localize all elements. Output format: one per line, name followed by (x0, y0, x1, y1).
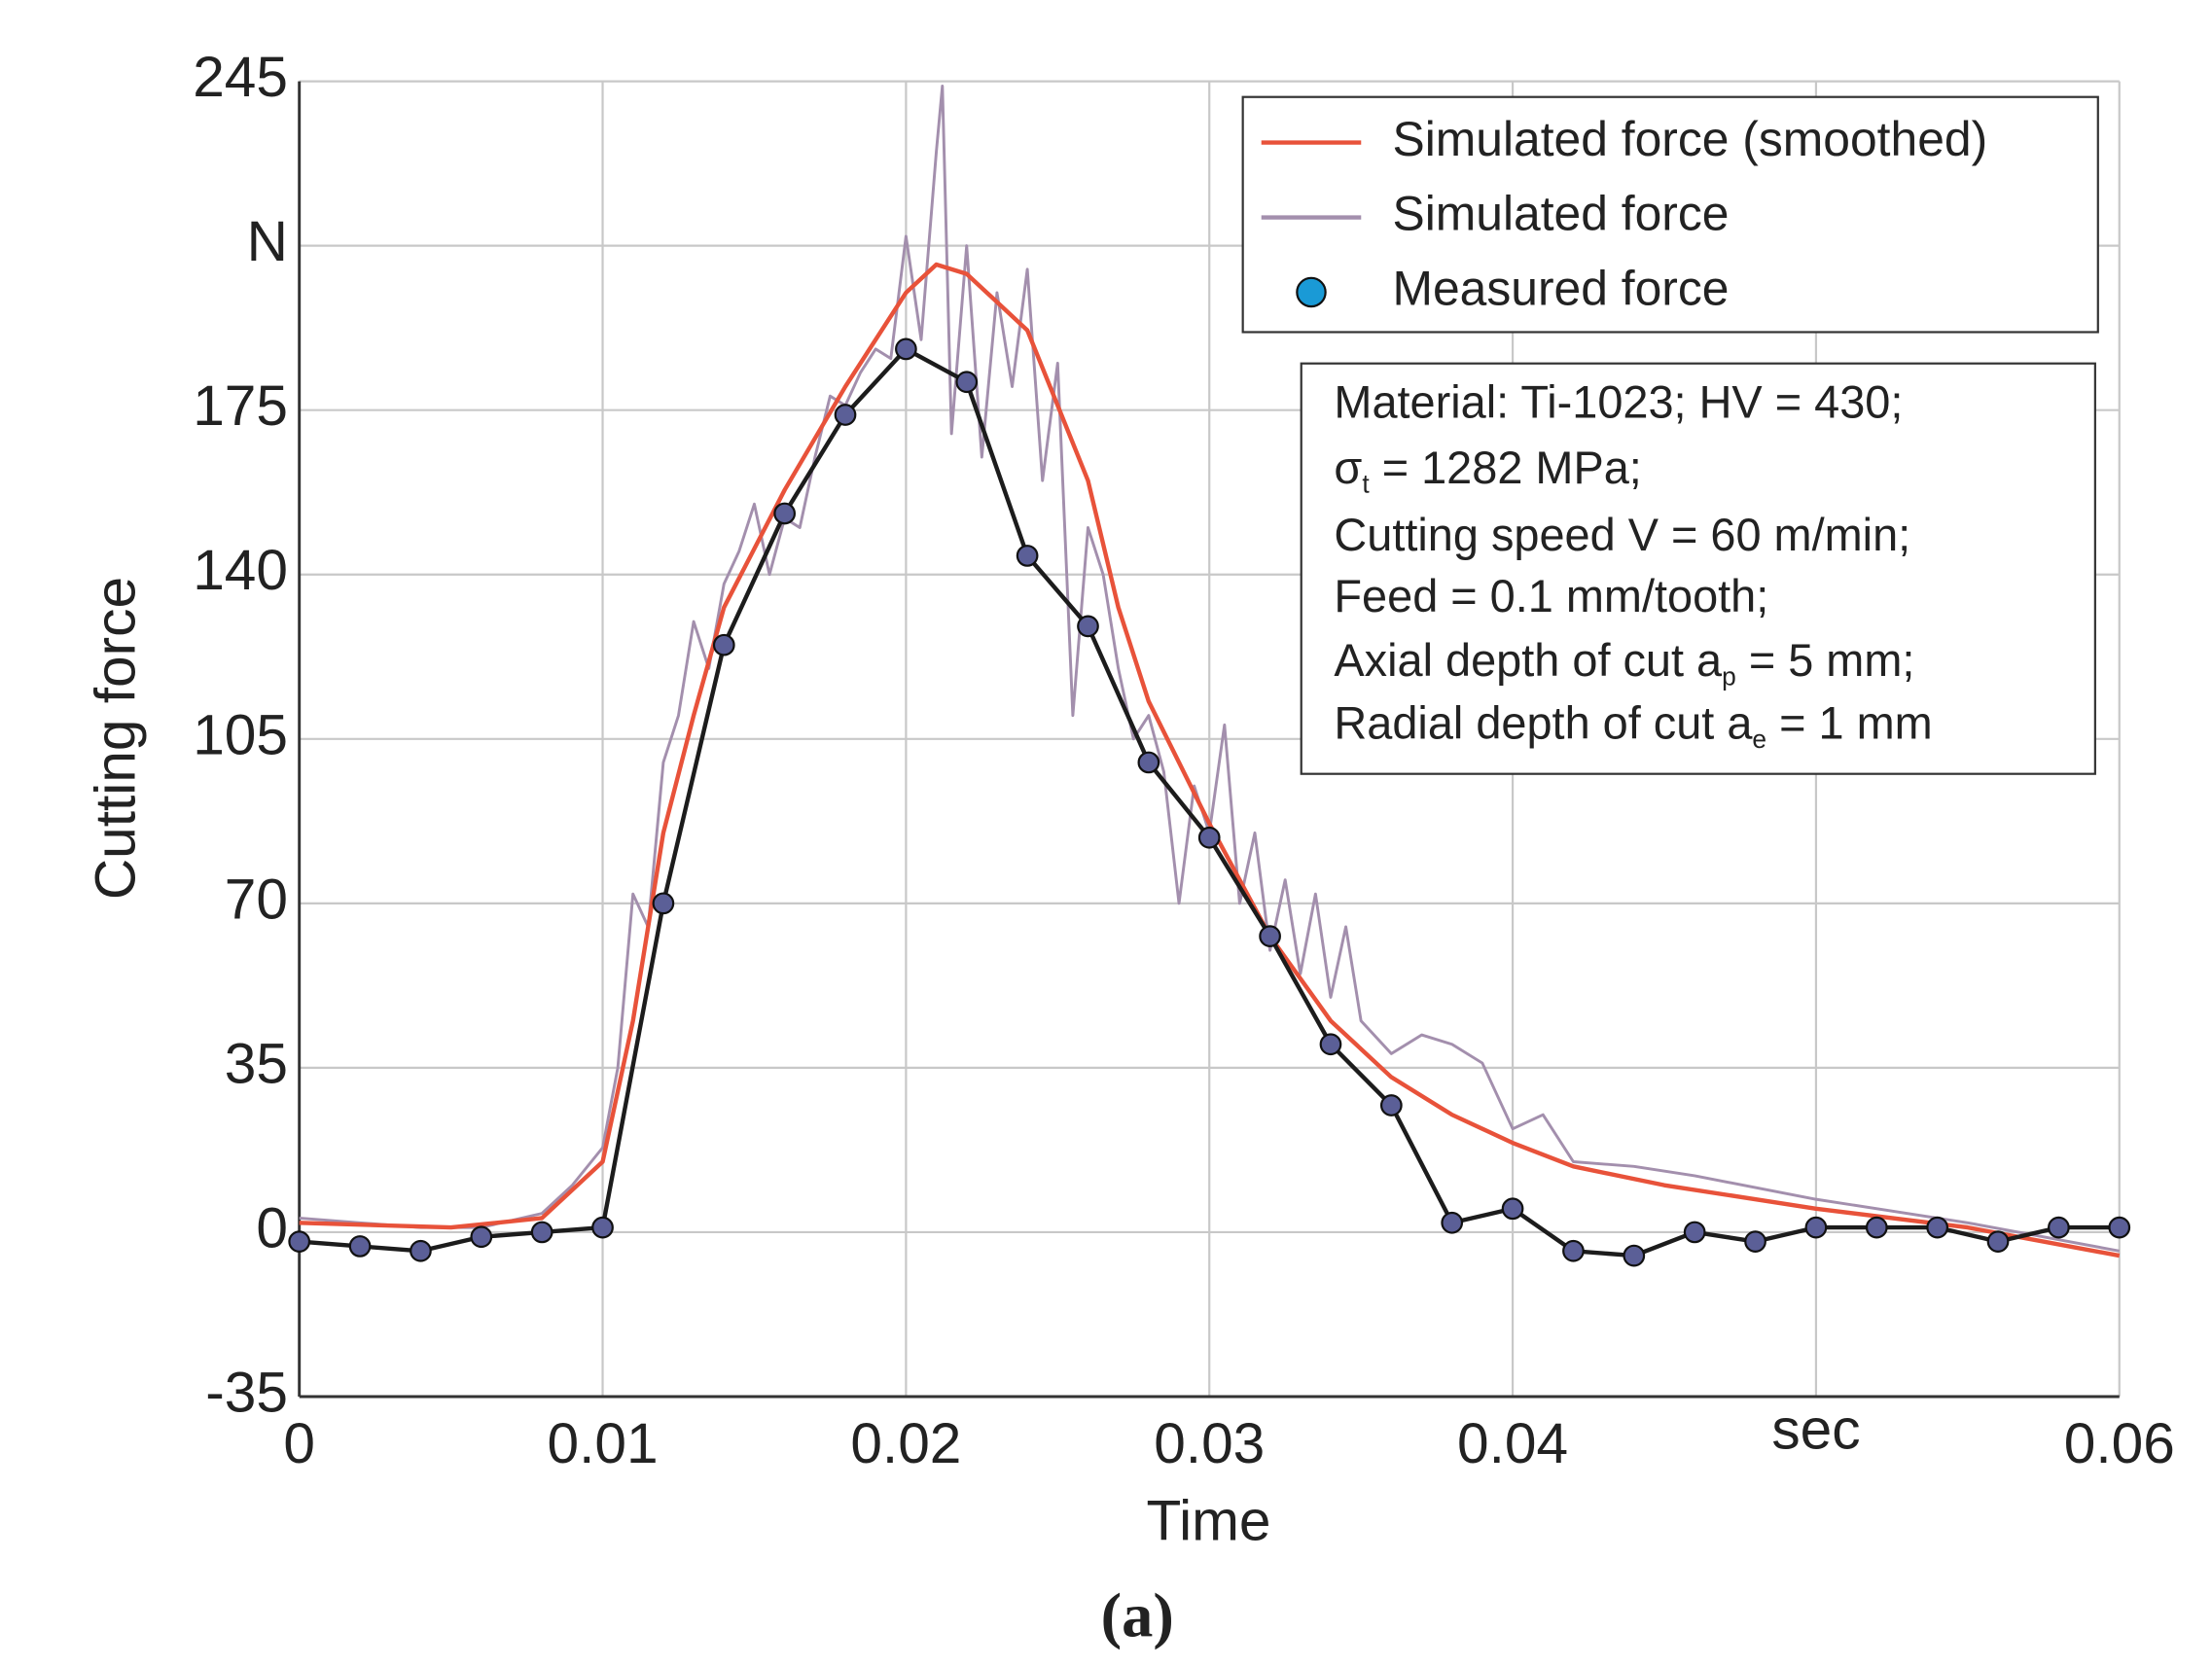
data-point (1865, 1216, 1888, 1239)
x-axis-label: Time (1146, 1489, 1270, 1552)
data-point (591, 1216, 614, 1239)
annotation-box (1300, 362, 2096, 775)
legend-label: Simulated force (smoothed) (1393, 112, 1988, 166)
data-point (834, 404, 857, 426)
annotation-text: = 5 mm; (1736, 635, 1915, 686)
annotation-line: Cutting speed V = 60 m/min; (1334, 510, 1910, 560)
annotation-text: Cutting speed V = 60 m/min; (1334, 510, 1910, 560)
data-point (1441, 1211, 1464, 1234)
y-tick-label: 0 (256, 1196, 288, 1259)
data-point (2048, 1216, 2070, 1239)
data-point (1623, 1244, 1646, 1267)
legend-label: Measured force (1393, 262, 1730, 316)
y-tick-label: 105 (193, 703, 288, 766)
y-tick-label: 70 (225, 868, 288, 931)
x-tick-label: 0.02 (850, 1412, 961, 1475)
annotation-text: Radial depth of cut a (1334, 698, 1753, 749)
legend-marker (1296, 276, 1327, 308)
data-point (1744, 1230, 1766, 1253)
x-tick-label: 0.01 (548, 1412, 659, 1475)
annotation-line: σt = 1282 MPa; (1334, 443, 1641, 498)
x-tick-label: 0.06 (2064, 1412, 2175, 1475)
x-tick-label: 0.03 (1154, 1412, 1265, 1475)
data-point (1197, 826, 1221, 849)
data-point (895, 337, 917, 361)
data-point (1259, 925, 1281, 948)
data-point (1562, 1239, 1585, 1262)
data-point (348, 1235, 372, 1258)
data-point (1137, 751, 1160, 774)
data-point (470, 1225, 493, 1249)
annotation-text: p (1722, 661, 1736, 691)
x-tick-label: 0 (283, 1412, 315, 1475)
annotation-text: Axial depth of cut a (1334, 635, 1723, 686)
data-point (712, 633, 735, 656)
x-tick-label: 0.04 (1457, 1412, 1568, 1475)
annotation-text: = 1 mm (1766, 698, 1933, 749)
data-point (1016, 545, 1039, 567)
series-line (299, 262, 2121, 1258)
annotation-text: σ (1334, 443, 1362, 493)
data-point (1077, 615, 1099, 638)
annotation-line: Radial depth of cut ae = 1 mm (1334, 698, 1932, 754)
legend-label: Simulated force (1393, 187, 1730, 241)
data-point (1926, 1216, 1949, 1239)
y-tick-label: 175 (193, 374, 288, 438)
annotation-text: e (1752, 725, 1766, 754)
y-tick-label: N (247, 210, 288, 273)
legend-box (1241, 95, 2099, 334)
annotation-text: Material: Ti-1023; HV = 430; (1334, 377, 1903, 428)
annotation-line: Axial depth of cut ap = 5 mm; (1334, 635, 1914, 691)
data-point (652, 892, 675, 915)
data-point (1319, 1033, 1342, 1056)
y-tick-label: 140 (193, 539, 288, 602)
data-point (1379, 1094, 1403, 1117)
y-axis-label: Cutting force (85, 577, 148, 900)
data-point (530, 1221, 553, 1244)
annotation-line: Feed = 0.1 mm/tooth; (1334, 571, 1768, 621)
data-point (410, 1239, 432, 1262)
y-tick-label: 35 (225, 1032, 288, 1095)
data-point (773, 502, 797, 525)
data-point (955, 371, 979, 394)
annotation-line: Material: Ti-1023; HV = 430; (1334, 377, 1903, 428)
annotation-text: Feed = 0.1 mm/tooth; (1334, 571, 1768, 621)
caption: (a) (1101, 1580, 1174, 1649)
data-point (2108, 1216, 2131, 1239)
y-tick-label: 245 (193, 46, 288, 109)
data-point (1683, 1221, 1706, 1244)
series-line (299, 84, 2121, 1253)
annotation-text: = 1282 MPa; (1370, 443, 1642, 493)
x-tick-label: sec (1771, 1399, 1860, 1462)
y-tick-label: -35 (205, 1361, 288, 1424)
data-point (1804, 1216, 1828, 1239)
data-point (1501, 1197, 1524, 1221)
annotation-text: t (1362, 470, 1370, 499)
data-point (1986, 1230, 2010, 1253)
data-point (288, 1230, 311, 1253)
